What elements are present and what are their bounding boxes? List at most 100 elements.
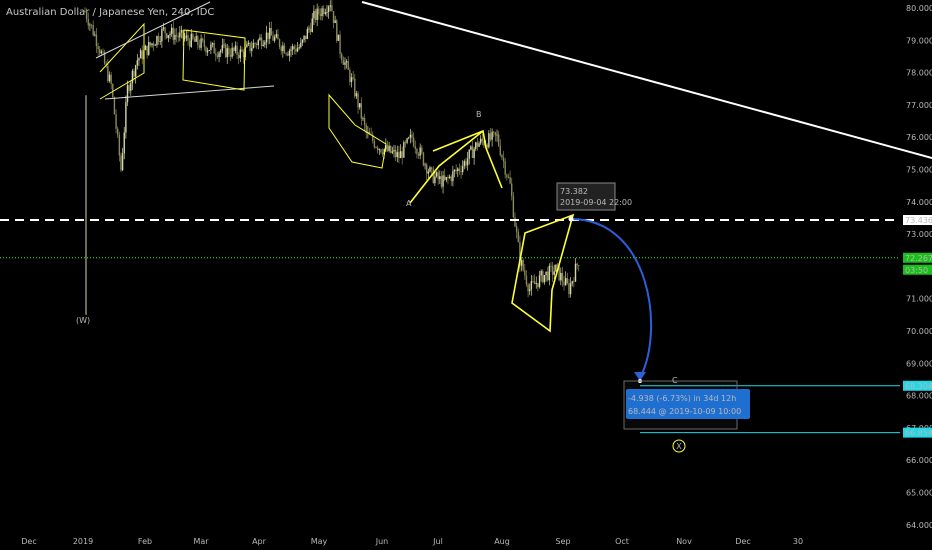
forecast-arrow[interactable] — [571, 218, 653, 379]
candle-body — [386, 145, 389, 151]
candle-body — [324, 12, 327, 14]
candle-body — [460, 170, 462, 173]
candle-body — [381, 152, 384, 155]
wave-line-ab[interactable] — [409, 130, 484, 204]
green-level-label-bg — [903, 252, 932, 263]
candle-body — [170, 27, 173, 34]
candle-body — [496, 134, 498, 136]
candle-body — [426, 164, 428, 174]
pattern-box-1[interactable] — [182, 29, 246, 91]
candle-body — [94, 34, 96, 36]
wave-label-w: (W) — [76, 316, 90, 325]
candle-body — [92, 25, 94, 36]
candle-body — [218, 52, 220, 58]
candle-body — [558, 265, 560, 281]
candle-body — [184, 37, 186, 39]
candle-body — [229, 54, 232, 57]
candle-body — [560, 272, 562, 281]
candle-body — [404, 142, 407, 144]
measure-detail: 68.444 @ 2019-10-09 10:00 — [628, 407, 741, 416]
candle-body — [555, 264, 557, 272]
candle-body — [561, 272, 564, 282]
candle-body — [499, 145, 501, 156]
candle-body — [300, 42, 302, 48]
measure-info-box — [626, 389, 750, 419]
candle-body — [355, 93, 358, 97]
wave-line-bc[interactable] — [432, 129, 503, 189]
candle-body — [123, 132, 125, 154]
candle-body — [213, 42, 215, 54]
trendline[interactable] — [361, 1, 932, 159]
candle-body — [291, 46, 294, 50]
pattern-triangle[interactable] — [511, 213, 575, 333]
candle-body — [497, 134, 500, 146]
candle-body — [357, 93, 359, 108]
candle-body — [327, 6, 330, 12]
candle-body — [313, 10, 315, 19]
candle-body — [442, 175, 444, 187]
candle-body — [177, 36, 179, 38]
candle-body — [455, 169, 457, 172]
target-high-label-bg — [903, 380, 932, 391]
candle-body — [149, 42, 152, 46]
candle-body — [450, 176, 452, 182]
forecast-arrow-head — [634, 372, 646, 381]
pattern-base-line[interactable] — [104, 85, 275, 100]
candle-body — [517, 231, 519, 243]
candle-body — [272, 35, 274, 41]
candle-body — [306, 28, 309, 40]
candle-body — [296, 48, 299, 52]
candle-body — [408, 137, 410, 139]
candle-body — [251, 48, 253, 51]
candle-body — [540, 270, 542, 276]
pattern-flag[interactable] — [328, 93, 387, 169]
candle-body — [146, 45, 148, 55]
candle-body — [352, 77, 354, 79]
y-tick-label: 77.000 — [906, 101, 932, 110]
candle-body — [475, 142, 477, 149]
candle-body — [121, 153, 124, 171]
overlays-layer — [0, 1, 932, 434]
candle-body — [566, 278, 569, 284]
candle-body — [329, 5, 331, 7]
candle-body — [409, 134, 412, 138]
candle-body — [494, 132, 497, 136]
candle-body — [440, 176, 443, 187]
candle-body — [162, 27, 165, 29]
candle-body — [282, 45, 284, 52]
candle-body — [156, 36, 158, 45]
candle-body — [139, 50, 142, 59]
candle-body — [473, 148, 475, 158]
candle-body — [167, 35, 170, 38]
candle-body — [290, 49, 292, 51]
y-tick-label: 76.000 — [906, 133, 932, 142]
candle-body — [574, 263, 577, 282]
y-tick-label: 70.000 — [906, 327, 932, 336]
forecast-anchor-dot[interactable] — [568, 216, 574, 222]
time-axis: Dec 2019 Feb Mar Apr May Jun Jul Aug Sep Oct Nov Dec… — [21, 537, 803, 546]
candle-body — [236, 45, 238, 56]
candle-body — [524, 270, 526, 276]
candle-body — [488, 133, 490, 148]
candle-body — [200, 38, 202, 48]
candle-body — [478, 143, 480, 147]
candle-body — [501, 155, 503, 158]
pattern-top-line[interactable] — [95, 1, 211, 59]
wave-label-b: B — [476, 110, 482, 119]
candle-body — [506, 174, 508, 178]
candle-body — [447, 177, 449, 179]
labels-layer: (W) A B C X 73.382 2019-09-04 22:00 -4.938 (-6.… — [76, 110, 750, 453]
candle-body — [527, 284, 529, 292]
candle-body — [161, 28, 163, 42]
candle-body — [316, 8, 318, 21]
candle-body — [529, 289, 531, 292]
x-tick-label: Feb — [138, 537, 152, 546]
pattern-wedge-1[interactable] — [99, 22, 145, 100]
x-tick-label: 30 — [793, 537, 803, 546]
candle-body — [345, 61, 348, 63]
candle-body — [174, 34, 176, 40]
candle-body — [573, 281, 575, 283]
y-tick-label: 69.000 — [906, 359, 932, 368]
candle-body — [476, 142, 479, 147]
